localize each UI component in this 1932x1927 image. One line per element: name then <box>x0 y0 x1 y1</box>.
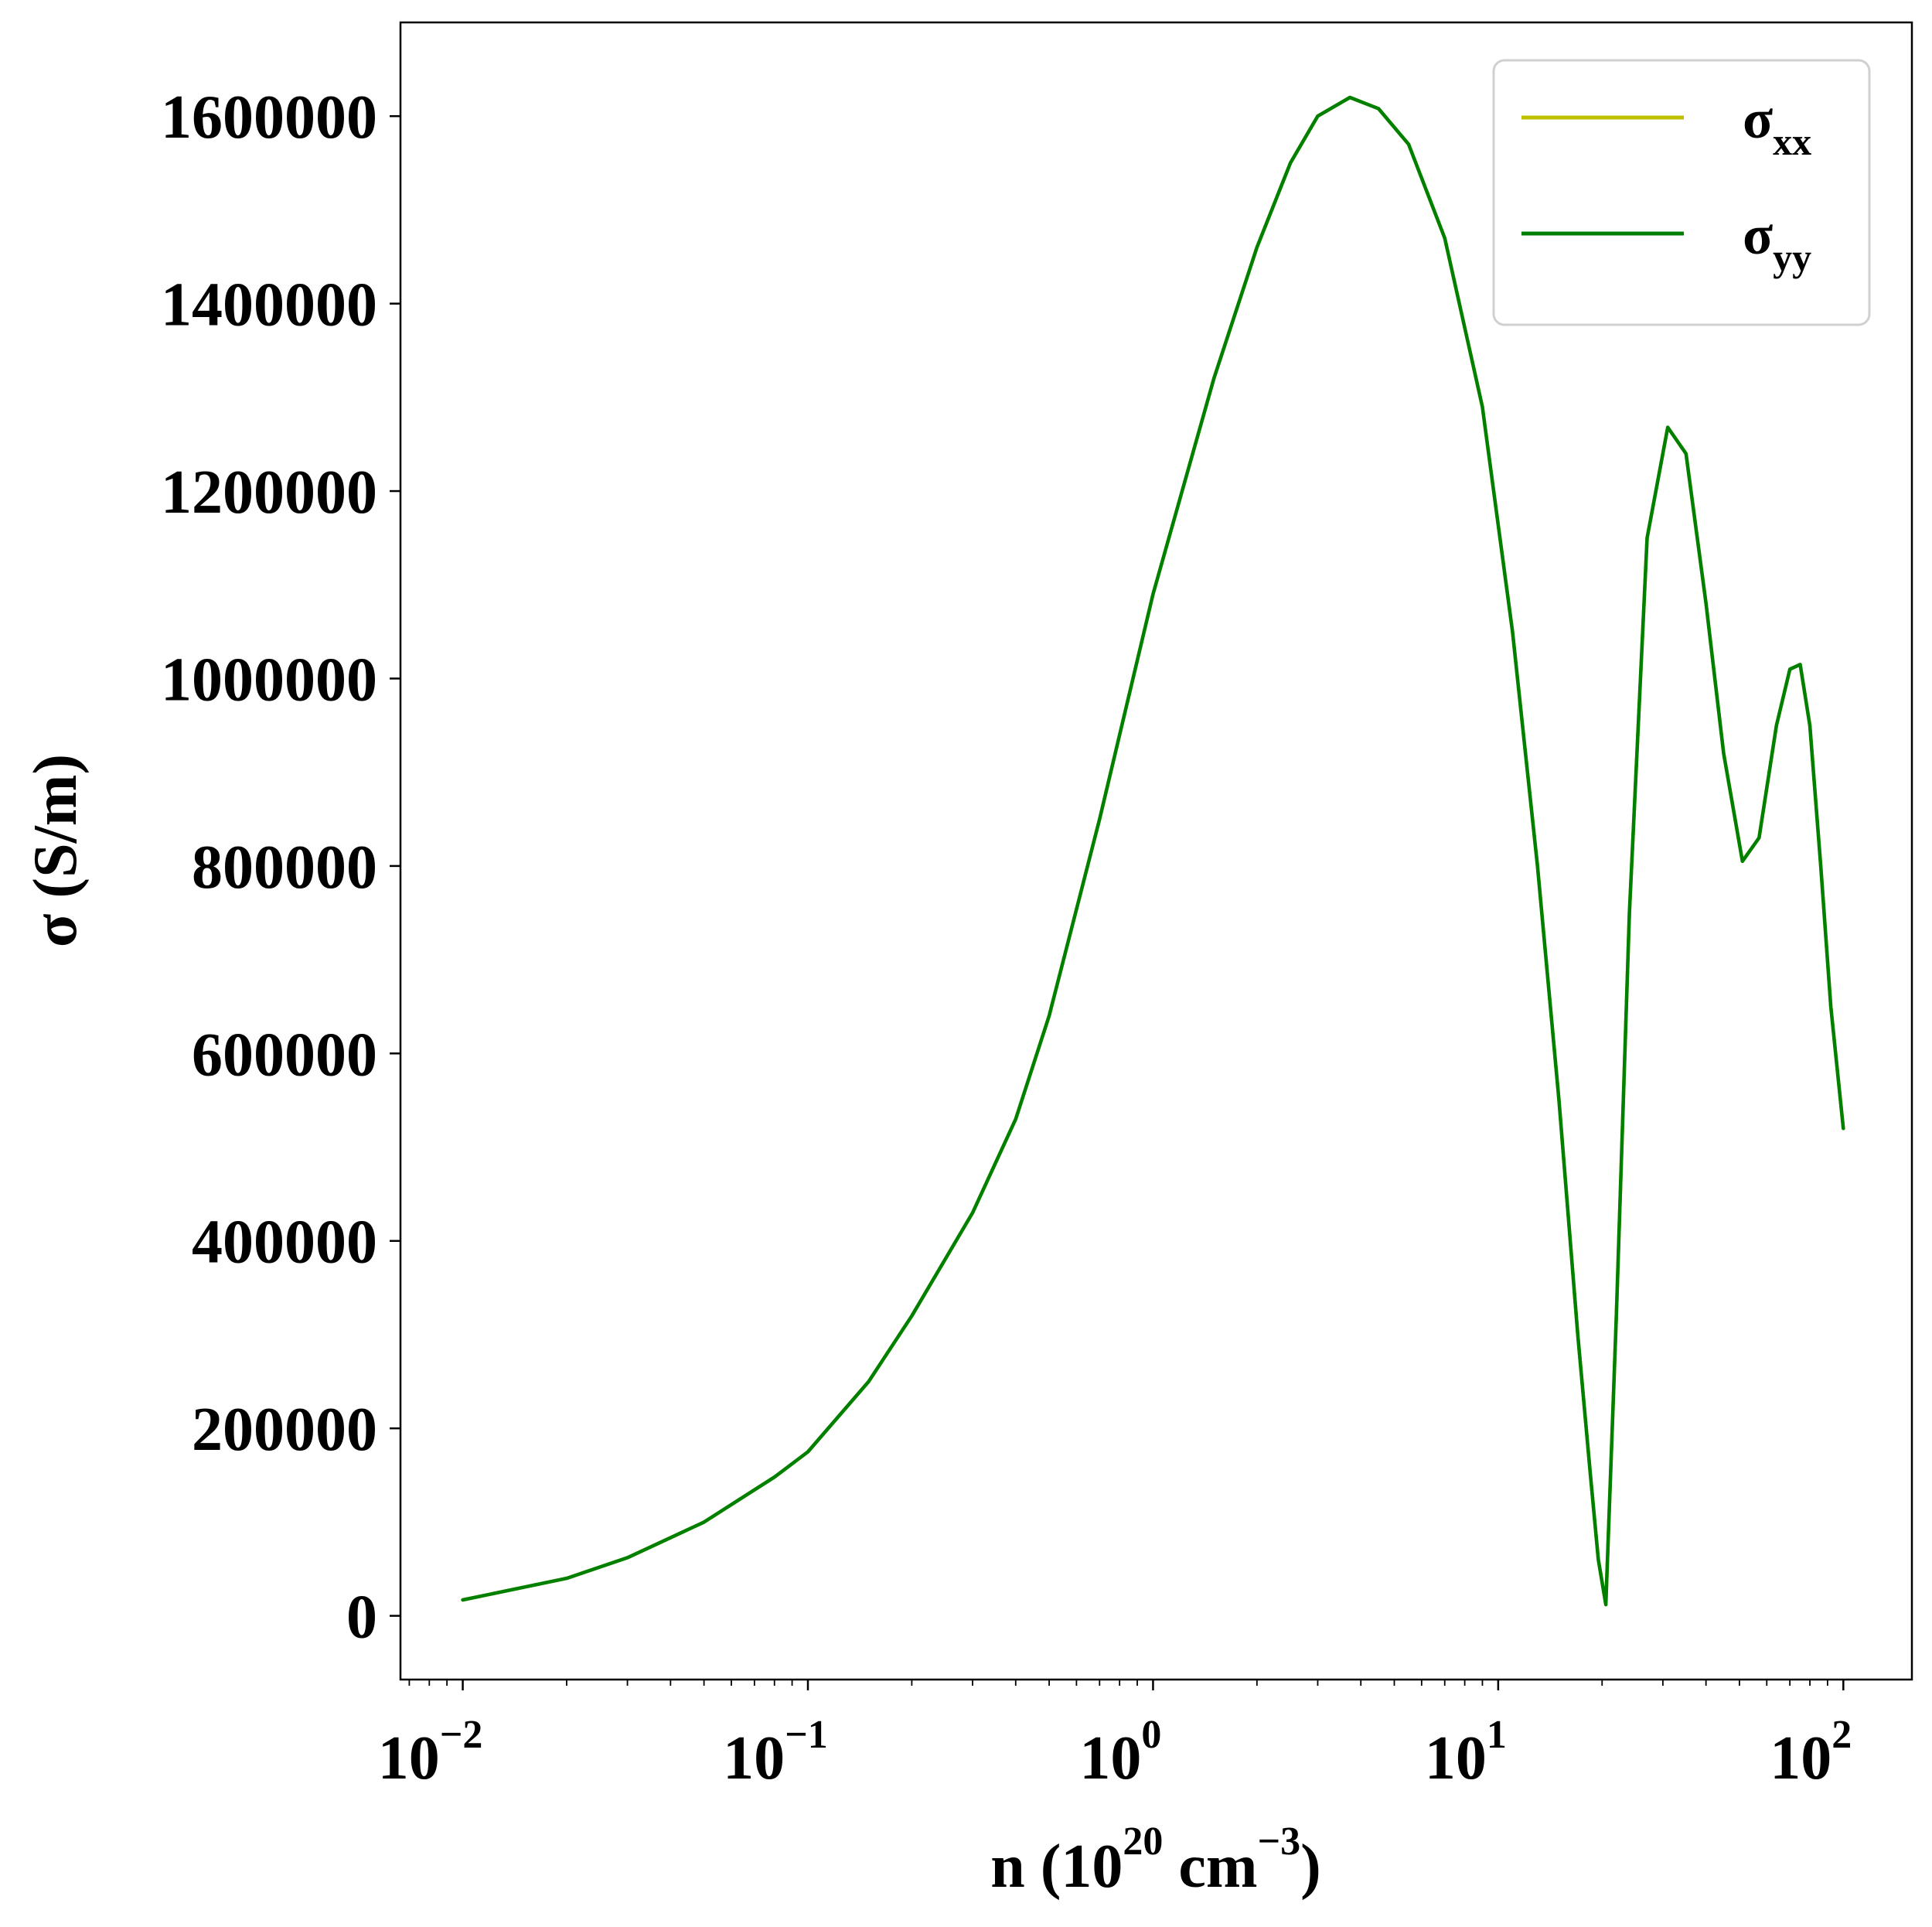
x-axis-label-exp: 20 <box>1123 1820 1163 1864</box>
legend-label-sigma-xx-base: σ <box>1743 88 1773 150</box>
x-tick-label-exp-1: −1 <box>785 1713 828 1757</box>
y-tick-label-0: 0 <box>346 1584 377 1652</box>
legend-label-sigma-xx-sub: xx <box>1773 120 1811 163</box>
x-axis-label-base: n (10 <box>990 1833 1123 1901</box>
y-tick-label-6: 1200000 <box>161 459 377 527</box>
x-tick-label-base-2: 10 <box>1079 1724 1141 1792</box>
x-tick-label-base-3: 10 <box>1425 1724 1487 1792</box>
x-axis-label-end: ) <box>1300 1833 1321 1901</box>
y-tick-label-3: 600000 <box>192 1021 377 1089</box>
x-tick-label-3: 101 <box>1425 1713 1507 1792</box>
x-axis-label: n (1020 cm−3) <box>990 1820 1321 1901</box>
y-tick-label-8: 1600000 <box>161 84 377 152</box>
legend-label-sigma-yy: σyy <box>1743 204 1811 279</box>
y-tick-label-4: 800000 <box>192 834 377 902</box>
legend-label-sigma-yy-base: σ <box>1743 204 1773 266</box>
y-tick-label-2: 400000 <box>192 1209 377 1277</box>
x-tick-label-exp-4: 2 <box>1831 1713 1852 1757</box>
y-axis-label: σ (S/m) <box>22 754 90 947</box>
ticks-layer: 0 200000 400000 600000 800000 1000000 1200000 1… <box>161 84 1852 1792</box>
x-tick-label-exp-3: 1 <box>1487 1713 1507 1757</box>
x-tick-label-exp-2: 0 <box>1141 1713 1161 1757</box>
x-tick-label-0: 10−2 <box>378 1713 483 1792</box>
x-axis-label-exp2: −3 <box>1258 1820 1301 1864</box>
x-tick-label-base-1: 10 <box>723 1724 785 1792</box>
x-tick-label-exp-0: −2 <box>440 1713 483 1757</box>
legend: σxx σyy <box>1492 59 1871 326</box>
x-tick-label-2: 100 <box>1079 1713 1161 1792</box>
x-tick-label-base-4: 10 <box>1770 1724 1831 1792</box>
x-tick-label-4: 102 <box>1770 1713 1852 1792</box>
legend-label-sigma-yy-sub: yy <box>1773 236 1811 279</box>
series-line-yy <box>461 95 1845 1607</box>
legend-box <box>1492 59 1871 326</box>
y-tick-label-7: 1400000 <box>161 271 377 339</box>
legend-label-sigma-xx: σxx <box>1743 88 1811 163</box>
x-tick-label-1: 10−1 <box>723 1713 828 1792</box>
plot-layer <box>461 95 1845 1607</box>
y-tick-label-1: 200000 <box>192 1396 377 1464</box>
y-tick-label-5: 1000000 <box>161 646 377 714</box>
x-tick-label-base-0: 10 <box>378 1724 440 1792</box>
plot-frame <box>399 21 1913 1681</box>
x-axis-label-mid: cm <box>1163 1833 1257 1901</box>
